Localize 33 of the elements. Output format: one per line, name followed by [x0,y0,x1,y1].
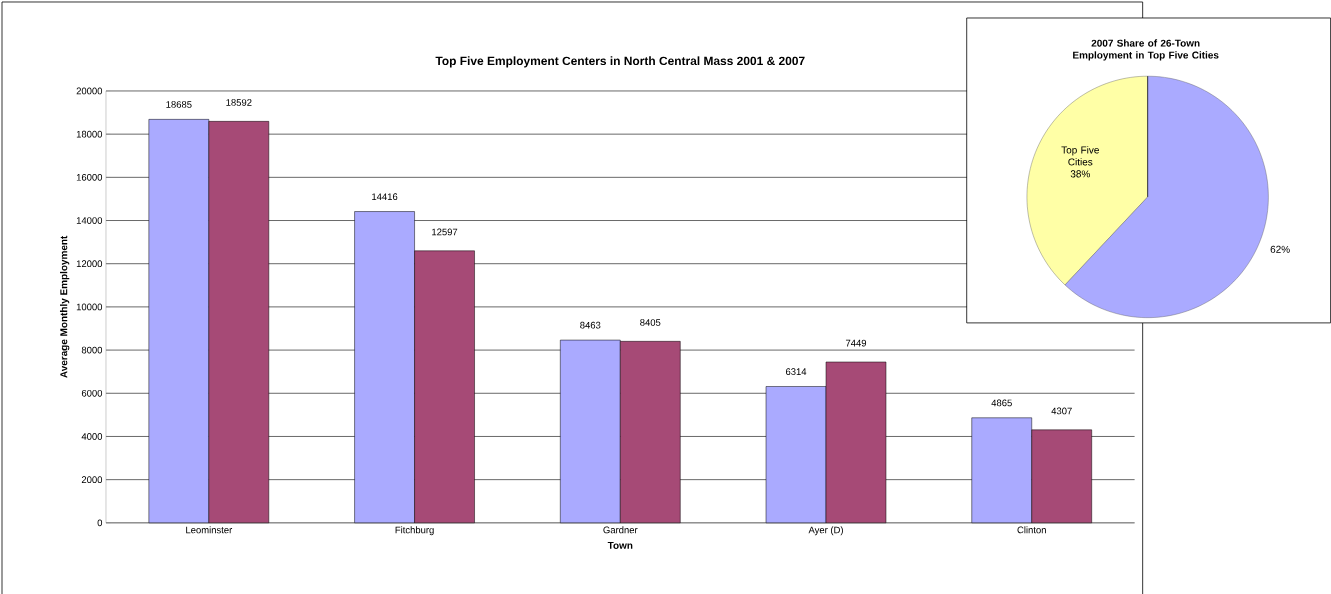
x-tick-label: Leominster [186,526,233,534]
data-label: 38% [1070,170,1090,178]
data-label: 18592 [226,99,252,106]
y-tick-label: 10000 [76,303,103,311]
y-tick-label: 14000 [76,217,103,224]
data-label: 14416 [372,193,398,201]
y-tick-label: 20000 [76,87,103,95]
x-tick-label: Clinton [1017,526,1046,534]
y-tick-label: 12000 [76,260,103,268]
data-label: 4865 [991,399,1012,407]
y-tick-label: 6000 [81,390,103,397]
data-label: 7449 [845,339,867,347]
y-tick-label: 8000 [81,346,103,354]
x-tick-label: Gardner [603,526,638,534]
y-tick-label: 16000 [76,174,103,181]
y-tick-label: 18000 [76,130,103,138]
data-label: 4307 [1051,407,1072,415]
y-tick-label: 0 [97,519,103,527]
slice-label: Top Five Cities [1061,146,1099,166]
x-axis-title: Town [607,542,633,550]
data-label: 18685 [166,101,192,108]
y-tick-label: 2000 [81,476,103,484]
data-label: 8463 [580,321,601,329]
chart-title: 2007 Share of 26-Town Employment in Top Five Cities [1073,39,1219,61]
x-tick-label: Ayer (D) [808,526,843,536]
data-label: 12597 [432,228,458,236]
data-label: 6314 [785,368,807,376]
data-label: 8405 [640,319,661,326]
y-tick-label: 4000 [81,433,103,440]
x-tick-label: Fitchburg [395,526,434,536]
chart-title: Top Five Employment Centers in North Central Mass 2001 & 2007 [435,56,805,68]
y-axis-title: Average Monthly Employment [59,235,70,378]
data-label: 62% [1270,245,1290,253]
